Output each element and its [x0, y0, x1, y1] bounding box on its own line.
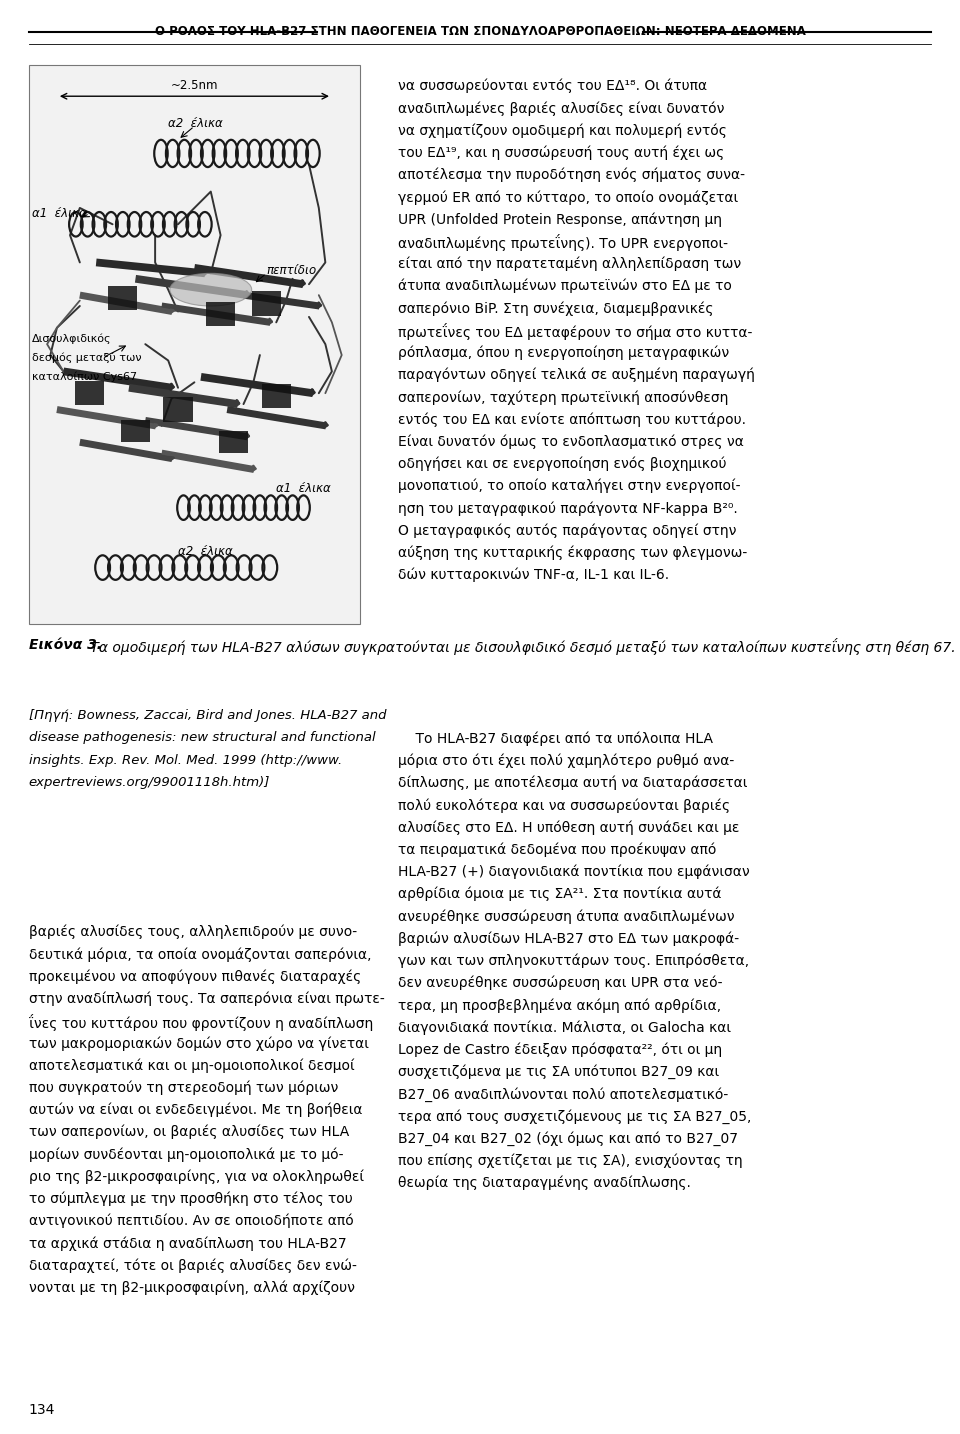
- Ellipse shape: [170, 274, 252, 305]
- Text: θεωρία της διαταραγμένης αναδίπλωσης.: θεωρία της διαταραγμένης αναδίπλωσης.: [398, 1176, 691, 1190]
- Text: μορίων συνδέονται μη-ομοιοπολικά με το μό-: μορίων συνδέονται μη-ομοιοπολικά με το μ…: [29, 1147, 344, 1162]
- Text: που επίσης σχετίζεται με τις ΣΑ), ενισχύοντας τη: που επίσης σχετίζεται με τις ΣΑ), ενισχύ…: [398, 1153, 743, 1169]
- Text: τερα από τους συσχετιζόμενους με τις ΣΑ Β27_05,: τερα από τους συσχετιζόμενους με τις ΣΑ …: [398, 1110, 752, 1124]
- Text: καταλοίπων Cys67: καταλοίπων Cys67: [33, 371, 137, 381]
- Text: Ο ΡΟΛΟΣ ΤΟΥ HLA-B27 ΣΤΗΝ ΠΑΘΟΓΕΝΕΙΑ ΤΩΝ ΣΠΟΝΔΥΛΟΑΡΘΡΟΠΑΘΕΙΩΝ: ΝΕΟΤΕΡΑ ΔΕΔΟΜΕΝΑ: Ο ΡΟΛΟΣ ΤΟΥ HLA-B27 ΣΤΗΝ ΠΑΘΟΓΕΝΕΙΑ ΤΩΝ …: [155, 24, 805, 39]
- Text: να συσσωρεύονται εντός του ΕΔ¹⁸. Οι άτυπα: να συσσωρεύονται εντός του ΕΔ¹⁸. Οι άτυπ…: [398, 79, 708, 93]
- Text: νονται με τη β2-μικροσφαιρίνη, αλλά αρχίζουν: νονται με τη β2-μικροσφαιρίνη, αλλά αρχί…: [29, 1281, 355, 1295]
- Text: μόρια στο ότι έχει πολύ χαμηλότερο ρυθμό ανα-: μόρια στο ότι έχει πολύ χαμηλότερο ρυθμό…: [398, 754, 734, 769]
- Text: Ο μεταγραφικός αυτός παράγοντας οδηγεί στην: Ο μεταγραφικός αυτός παράγοντας οδηγεί σ…: [398, 523, 737, 538]
- Text: τα πειραματικά δεδομένα που προέκυψαν από: τα πειραματικά δεδομένα που προέκυψαν απ…: [398, 843, 717, 858]
- Text: σαπερόνιο BiP. Στη συνέχεια, διαμεμβρανικές: σαπερόνιο BiP. Στη συνέχεια, διαμεμβρανι…: [398, 301, 714, 315]
- Text: expertreviews.org/99001118h.htm)]: expertreviews.org/99001118h.htm)]: [29, 776, 270, 789]
- Text: Εικόνα 3.: Εικόνα 3.: [29, 638, 102, 652]
- Text: γερμού ER από το κύτταρο, το οποίο ονομάζεται: γερμού ER από το κύτταρο, το οποίο ονομά…: [398, 191, 738, 205]
- Text: βαριών αλυσίδων HLA-B27 στο ΕΔ των μακροφά-: βαριών αλυσίδων HLA-B27 στο ΕΔ των μακρο…: [398, 932, 739, 946]
- Text: Β27_04 και Β27_02 (όχι όμως και από το Β27_07: Β27_04 και Β27_02 (όχι όμως και από το Β…: [398, 1131, 738, 1146]
- Text: βαριές αλυσίδες τους, αλληλεπιδρούν με συνο-: βαριές αλυσίδες τους, αλληλεπιδρούν με σ…: [29, 925, 357, 939]
- Bar: [108, 285, 137, 310]
- Bar: [252, 291, 281, 315]
- Text: διαταραχτεί, τότε οι βαριές αλυσίδες δεν ενώ-: διαταραχτεί, τότε οι βαριές αλυσίδες δεν…: [29, 1259, 357, 1273]
- Text: πολύ ευκολότερα και να συσσωρεύονται βαριές: πολύ ευκολότερα και να συσσωρεύονται βαρ…: [398, 797, 731, 813]
- Bar: [205, 303, 235, 327]
- Text: insights. Exp. Rev. Mol. Med. 1999 (http://www.: insights. Exp. Rev. Mol. Med. 1999 (http…: [29, 754, 342, 767]
- Text: είται από την παρατεταμένη αλληλεπίδραση των: είται από την παρατεταμένη αλληλεπίδραση…: [398, 257, 742, 271]
- Text: διαγονιδιακά ποντίκια. Μάλιστα, οι Galocha και: διαγονιδιακά ποντίκια. Μάλιστα, οι Galoc…: [398, 1021, 732, 1035]
- Text: αναδιπλωμένες βαριές αλυσίδες είναι δυνατόν: αναδιπλωμένες βαριές αλυσίδες είναι δυνα…: [398, 100, 725, 116]
- Text: πρωτεΐνες του ΕΔ μεταφέρουν το σήμα στο κυττα-: πρωτεΐνες του ΕΔ μεταφέρουν το σήμα στο …: [398, 324, 753, 340]
- Text: γων και των σπληνοκυττάρων τους. Επιπρόσθετα,: γων και των σπληνοκυττάρων τους. Επιπρόσ…: [398, 954, 750, 968]
- Bar: [75, 381, 105, 406]
- Text: αλυσίδες στο ΕΔ. Η υπόθεση αυτή συνάδει και με: αλυσίδες στο ΕΔ. Η υπόθεση αυτή συνάδει …: [398, 820, 740, 835]
- Text: των μακρομοριακών δομών στο χώρο να γίνεται: των μακρομοριακών δομών στο χώρο να γίνε…: [29, 1035, 369, 1051]
- Text: τα αρχικά στάδια η αναδίπλωση του HLA-B27: τα αρχικά στάδια η αναδίπλωση του HLA-B2…: [29, 1236, 347, 1250]
- Text: αύξηση της κυτταρικής έκφρασης των φλεγμονω-: αύξηση της κυτταρικής έκφρασης των φλεγμ…: [398, 546, 748, 561]
- Text: το σύμπλεγμα με την προσθήκη στο τέλος του: το σύμπλεγμα με την προσθήκη στο τέλος τ…: [29, 1192, 352, 1206]
- Text: να σχηματίζουν ομοδιμερή και πολυμερή εντός: να σχηματίζουν ομοδιμερή και πολυμερή εν…: [398, 123, 728, 138]
- Text: δεν ανευρέθηκε συσσώρευση και UPR στα νεό-: δεν ανευρέθηκε συσσώρευση και UPR στα νε…: [398, 975, 723, 991]
- Text: αντιγονικού πεπτιδίου. Αν σε οποιοδήποτε από: αντιγονικού πεπτιδίου. Αν σε οποιοδήποτε…: [29, 1213, 353, 1229]
- Text: του ΕΔ¹⁹, και η συσσώρευσή τους αυτή έχει ως: του ΕΔ¹⁹, και η συσσώρευσή τους αυτή έχε…: [398, 146, 725, 161]
- Text: ανευρέθηκε συσσώρευση άτυπα αναδιπλωμένων: ανευρέθηκε συσσώρευση άτυπα αναδιπλωμένω…: [398, 909, 735, 923]
- Bar: [261, 384, 291, 409]
- Text: UPR (Unfolded Protein Response, απάντηση μη: UPR (Unfolded Protein Response, απάντηση…: [398, 212, 722, 227]
- Text: δών κυτταροκινών TNF-α, IL-1 και IL-6.: δών κυτταροκινών TNF-α, IL-1 και IL-6.: [398, 568, 669, 582]
- Text: άτυπα αναδιπλωμένων πρωτεϊνών στο ΕΔ με το: άτυπα αναδιπλωμένων πρωτεϊνών στο ΕΔ με …: [398, 280, 732, 294]
- Text: Είναι δυνατόν όμως το ενδοπλασματικό στρες να: Είναι δυνατόν όμως το ενδοπλασματικό στρ…: [398, 435, 744, 449]
- Text: ριο της β2-μικροσφαιρίνης, για να ολοκληρωθεί: ριο της β2-μικροσφαιρίνης, για να ολοκλη…: [29, 1170, 364, 1184]
- Text: α1  έλικα: α1 έλικα: [276, 482, 331, 495]
- Text: 134: 134: [29, 1402, 55, 1417]
- Text: α2  έλικα: α2 έλικα: [178, 545, 232, 558]
- Text: [Πηγή: Bowness, Zaccai, Bird and Jones. HLA-B27 and: [Πηγή: Bowness, Zaccai, Bird and Jones. …: [29, 710, 386, 723]
- Text: αποτέλεσμα την πυροδότηση ενός σήματος συνα-: αποτέλεσμα την πυροδότηση ενός σήματος σ…: [398, 168, 745, 182]
- Text: τερα, μη προσβεβλημένα ακόμη από αρθρίδια,: τερα, μη προσβεβλημένα ακόμη από αρθρίδι…: [398, 998, 722, 1012]
- Text: ΐνες του κυττάρου που φροντίζουν η αναδίπλωση: ΐνες του κυττάρου που φροντίζουν η αναδί…: [29, 1014, 373, 1031]
- Text: Το HLA-B27 διαφέρει από τα υπόλοιπα HLA: Το HLA-B27 διαφέρει από τα υπόλοιπα HLA: [398, 731, 713, 746]
- Text: των σαπερονίων, οι βαριές αλυσίδες των HLA: των σαπερονίων, οι βαριές αλυσίδες των H…: [29, 1126, 349, 1140]
- Text: disease pathogenesis: new structural and functional: disease pathogenesis: new structural and…: [29, 731, 375, 744]
- Text: ~2.5nm: ~2.5nm: [171, 79, 218, 92]
- Text: α2  έλικα: α2 έλικα: [168, 118, 223, 130]
- Text: αναδιπλωμένης πρωτεΐνης). Το UPR ενεργοποι-: αναδιπλωμένης πρωτεΐνης). Το UPR ενεργοπ…: [398, 235, 729, 251]
- Bar: [163, 397, 193, 422]
- Text: στην αναδίπλωσή τους. Τα σαπερόνια είναι πρωτε-: στην αναδίπλωσή τους. Τα σαπερόνια είναι…: [29, 992, 385, 1007]
- Text: Lopez de Castro έδειξαν πρόσφατα²², ότι οι μη: Lopez de Castro έδειξαν πρόσφατα²², ότι …: [398, 1043, 723, 1057]
- Bar: [29, 65, 360, 624]
- Bar: [219, 432, 249, 453]
- Text: δίπλωσης, με αποτέλεσμα αυτή να διαταράσσεται: δίπλωσης, με αποτέλεσμα αυτή να διαταράσ…: [398, 776, 748, 790]
- Text: αρθρίδια όμοια με τις ΣΑ²¹. Στα ποντίκια αυτά: αρθρίδια όμοια με τις ΣΑ²¹. Στα ποντίκια…: [398, 886, 722, 902]
- Text: Τα ομοδιμερή των HLA-B27 αλύσων συγκρατούνται με δισουλφιδικό δεσμό μεταξύ των κ: Τα ομοδιμερή των HLA-B27 αλύσων συγκρατο…: [86, 638, 956, 655]
- Text: δεσμός μεταξύ των: δεσμός μεταξύ των: [33, 353, 142, 363]
- Text: παραγόντων οδηγεί τελικά σε αυξημένη παραγωγή: παραγόντων οδηγεί τελικά σε αυξημένη παρ…: [398, 369, 756, 383]
- Text: σαπερονίων, ταχύτερη πρωτεϊνική αποσύνθεση: σαπερονίων, ταχύτερη πρωτεϊνική αποσύνθε…: [398, 390, 729, 404]
- Text: Δισουλφιδικός: Δισουλφιδικός: [33, 334, 112, 344]
- Text: πεπτίδιο: πεπτίδιο: [267, 264, 317, 277]
- Text: που συγκρατούν τη στερεοδομή των μόριων: που συγκρατούν τη στερεοδομή των μόριων: [29, 1081, 338, 1096]
- Text: Β27_06 αναδιπλώνονται πολύ αποτελεσματικό-: Β27_06 αναδιπλώνονται πολύ αποτελεσματικ…: [398, 1087, 729, 1101]
- Text: μονοπατιού, το οποίο καταλήγει στην ενεργοποί-: μονοπατιού, το οποίο καταλήγει στην ενερ…: [398, 479, 741, 493]
- Text: αποτελεσματικά και οι μη-ομοιοπολικοί δεσμοί: αποτελεσματικά και οι μη-ομοιοπολικοί δε…: [29, 1058, 354, 1073]
- Text: δευτικά μόρια, τα οποία ονομάζονται σαπερόνια,: δευτικά μόρια, τα οποία ονομάζονται σαπε…: [29, 948, 372, 962]
- Text: α1  έλικα: α1 έλικα: [33, 206, 87, 219]
- Text: αυτών να είναι οι ενδεδειγμένοι. Με τη βοήθεια: αυτών να είναι οι ενδεδειγμένοι. Με τη β…: [29, 1103, 362, 1117]
- Text: προκειμένου να αποφύγουν πιθανές διαταραχές: προκειμένου να αποφύγουν πιθανές διαταρα…: [29, 969, 361, 984]
- Bar: [121, 420, 150, 442]
- Text: συσχετιζόμενα με τις ΣΑ υπότυποι Β27_09 και: συσχετιζόμενα με τις ΣΑ υπότυποι Β27_09 …: [398, 1064, 720, 1080]
- Text: ηση του μεταγραφικού παράγοντα NF-kappa B²⁰.: ηση του μεταγραφικού παράγοντα NF-kappa …: [398, 502, 738, 516]
- Text: εντός του ΕΔ και ενίοτε απόπτωση του κυττάρου.: εντός του ΕΔ και ενίοτε απόπτωση του κυτ…: [398, 413, 747, 427]
- Text: οδηγήσει και σε ενεργοποίηση ενός βιοχημικού: οδηγήσει και σε ενεργοποίηση ενός βιοχημ…: [398, 456, 727, 472]
- Text: ρόπλασμα, όπου η ενεργοποίηση μεταγραφικών: ρόπλασμα, όπου η ενεργοποίηση μεταγραφικ…: [398, 346, 730, 360]
- Text: HLA-B27 (+) διαγονιδιακά ποντίκια που εμφάνισαν: HLA-B27 (+) διαγονιδιακά ποντίκια που εμ…: [398, 865, 750, 879]
